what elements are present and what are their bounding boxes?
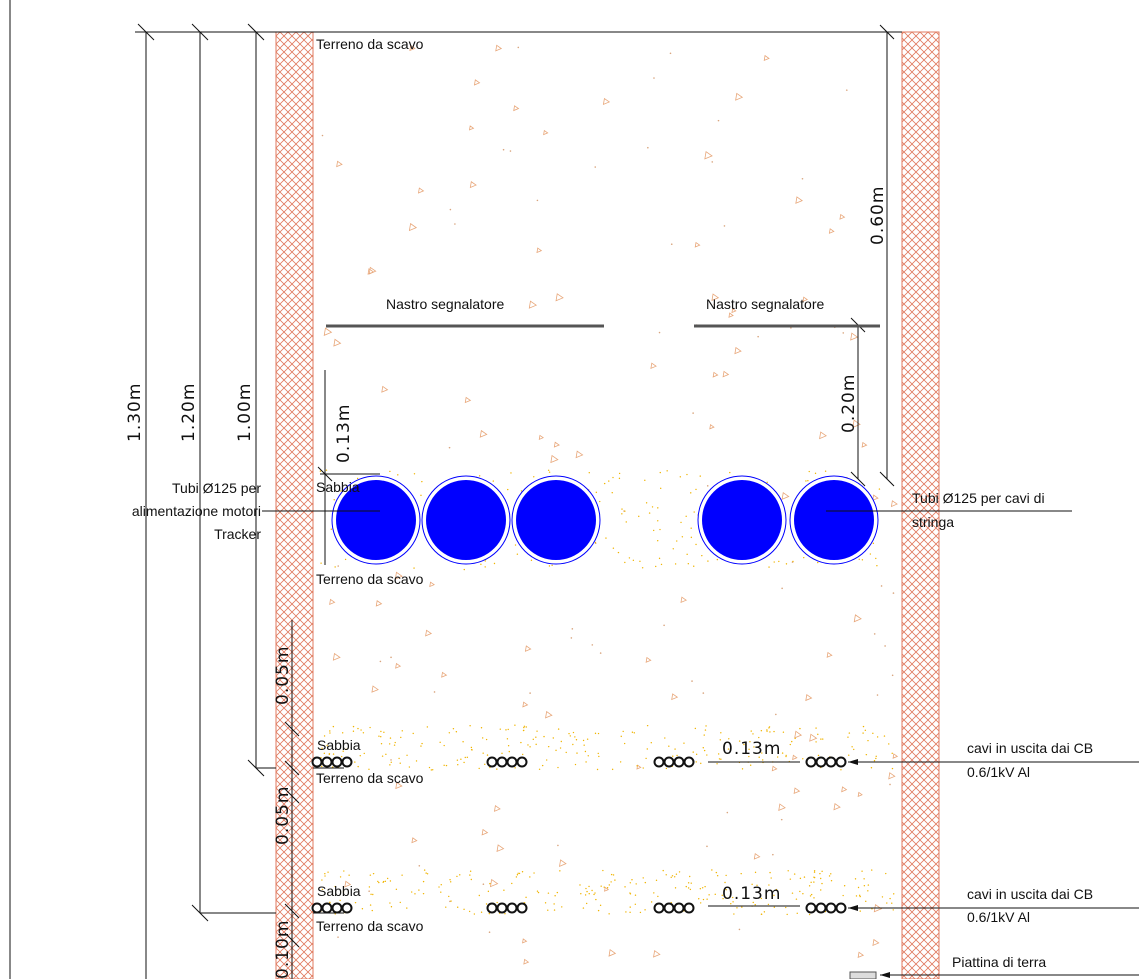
pipe xyxy=(421,475,511,565)
cable-bundles-row-2 xyxy=(311,902,847,914)
label-pipes-right-2: stringa xyxy=(912,514,954,530)
cable-bundle xyxy=(653,902,695,914)
dim-line-100 xyxy=(247,23,276,777)
left-wall xyxy=(275,31,314,979)
label-cables-1-line1: cavi in uscita dai CB xyxy=(967,740,1093,756)
cable-bundle xyxy=(311,756,353,768)
dim-total-2: 1.20m xyxy=(179,383,199,442)
dim-cable-spacing-2: 0.13m xyxy=(722,884,781,904)
dim-total-3: 1.00m xyxy=(235,383,255,442)
label-sand-pipes: Sabbia xyxy=(316,479,360,495)
label-cables-2-line2: 0.6/1kV Al xyxy=(967,909,1030,925)
label-pipes-left-2: alimentazione motori xyxy=(132,503,261,519)
dim-cable-spacing-1: 0.13m xyxy=(722,739,781,759)
pipe xyxy=(511,475,601,565)
right-wall xyxy=(901,31,940,979)
dim-total-1: 1.30m xyxy=(125,383,145,442)
cable-bundle xyxy=(486,902,528,914)
label-tape-left: Nastro segnalatore xyxy=(386,296,505,312)
arrow-earth-strip xyxy=(880,972,890,978)
cable-bundle xyxy=(653,756,695,768)
dim-top-cover: 0.60m xyxy=(868,186,888,245)
label-tape-right: Nastro segnalatore xyxy=(706,296,825,312)
label-pipes-left-1: Tubi Ø125 per xyxy=(172,480,261,496)
cable-bundle xyxy=(486,756,528,768)
dim-layer-3: 0.10m xyxy=(273,920,293,979)
label-sand-cables-2: Sabbia xyxy=(317,883,361,899)
label-sand-cables-1: Sabbia xyxy=(317,737,361,753)
dim-line-layers xyxy=(284,620,300,979)
cable-bundle xyxy=(311,902,353,914)
dim-pipe-spacing: 0.13m xyxy=(334,404,354,463)
label-cables-1-line2: 0.6/1kV Al xyxy=(967,764,1030,780)
arrow-cables-1 xyxy=(848,759,858,765)
arrow-cables-2 xyxy=(848,905,858,911)
pipe xyxy=(697,475,787,565)
cable-bundles-row-1 xyxy=(311,756,847,768)
label-earth-strip: Piattina di terra xyxy=(952,954,1046,970)
label-top-fill: Terreno da scavo xyxy=(316,36,424,52)
backfill-marks xyxy=(321,44,899,965)
dim-layer-1: 0.05m xyxy=(273,646,293,705)
label-pipes-right-1: Tubi Ø125 per cavi di xyxy=(912,490,1045,506)
label-cables-2-line1: cavi in uscita dai CB xyxy=(967,886,1093,902)
dim-tape-to-pipe: 0.20m xyxy=(839,374,859,433)
cable-bundle xyxy=(805,756,847,768)
label-fill-cables-2: Terreno da scavo xyxy=(316,918,424,934)
label-pipes-left-3: Tracker xyxy=(214,526,261,542)
cable-bundle xyxy=(805,902,847,914)
label-fill-below-pipes: Terreno da scavo xyxy=(316,571,424,587)
earth-strip xyxy=(849,971,877,979)
label-fill-cables-1: Terreno da scavo xyxy=(316,770,424,786)
dim-line-060 xyxy=(879,24,895,487)
pipe xyxy=(331,475,421,565)
dim-line-pipe xyxy=(317,370,380,565)
dim-line-120 xyxy=(191,23,276,922)
pipe xyxy=(789,475,879,565)
dim-line-130 xyxy=(137,23,155,979)
dim-layer-2: 0.05m xyxy=(273,786,293,845)
